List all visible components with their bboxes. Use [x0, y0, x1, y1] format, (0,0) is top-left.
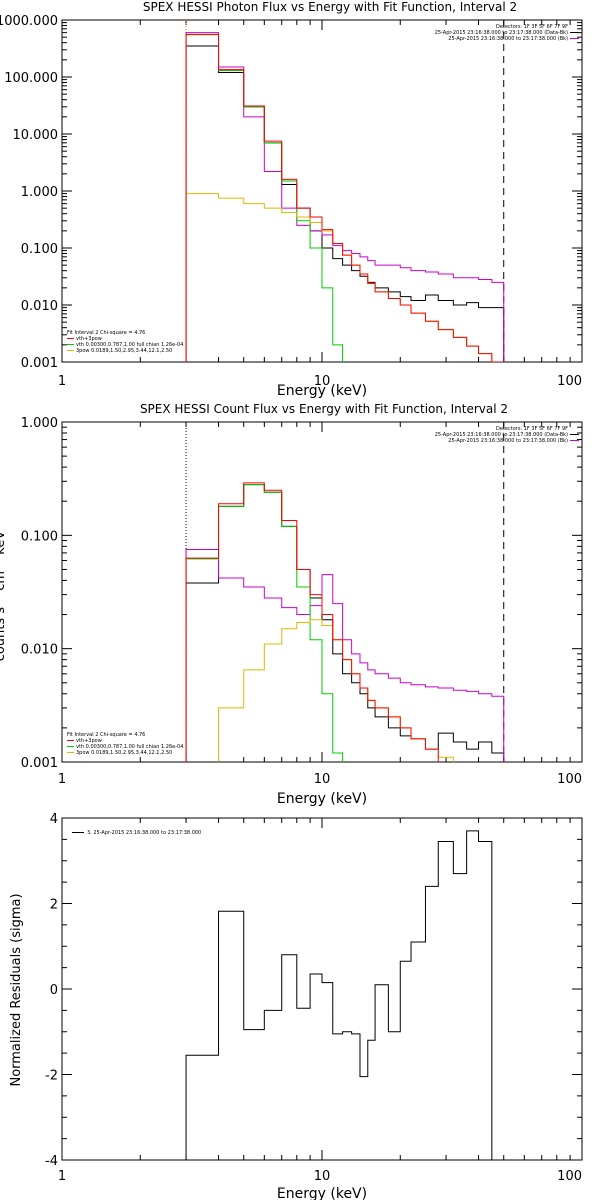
count-legend-entry: 25-Apr-2015 23:16:38.000 to 23:17:38.000…: [448, 438, 568, 444]
photon-fit-legend-entry: Fit Interval 2 Chi-square = 4.76: [67, 330, 145, 336]
count-xtick-1: 1: [58, 772, 66, 787]
residual-ytick-label: -2: [45, 1069, 58, 1084]
residuals-panel: Energy (keV) 1 10 100 Normalized Residua…: [9, 812, 583, 1200]
photon-ytick-label: 1000.000: [0, 14, 58, 29]
count-flux-xlabel: Energy (keV): [277, 791, 367, 807]
photon-fit-legend-entry: 3pow 0.0189,1.50,2.95,3.44,12.1,2.50: [76, 348, 172, 354]
count-xtick-100: 100: [557, 772, 582, 787]
photon-series-data-bk: [185, 45, 505, 362]
count-fit-legend-entry: Fit Interval 2 Chi-square = 4.76: [67, 732, 145, 738]
photon-fit-legend-entry: vth 0.00300,0.787,1.00 full chian 1.26e-…: [76, 342, 183, 348]
count-flux-ylabel: counts s⁻¹ cm⁻² keV⁻¹: [0, 519, 8, 662]
count-fit-legend-entry: 3pow 0.0189,1.50,2.95,3.44,12.1,2.50: [76, 750, 172, 756]
photon-flux-xlabel: Energy (keV): [277, 383, 367, 399]
photon-legend-entry: Detectors: 1F 3F 5F 6F 7F 9F: [496, 24, 568, 30]
count-xtick-10: 10: [314, 772, 331, 787]
residual-ytick-label: 4: [50, 812, 58, 827]
photon-ytick-label: 1.000: [21, 185, 58, 200]
residual-ytick-label: 2: [50, 898, 58, 913]
count-series-bk: [185, 548, 505, 762]
residual-ytick-label: -4: [45, 1154, 58, 1169]
count-legend-entry: 25-Apr-2015 23:16:38.000 to 23:17:38.000…: [435, 432, 568, 438]
photon-legend-entry: 25-Apr-2015 23:16:38.000 to 23:17:38.000…: [435, 30, 568, 36]
count-fit-legend-entry: vth+3pow: [76, 738, 102, 744]
count-series-vth-3pow: [185, 482, 439, 762]
photon-fit-legend-entry: vth+3pow: [76, 336, 102, 342]
residual-xtick-10: 10: [314, 1169, 331, 1184]
count-series-vth: [185, 484, 344, 762]
residual-xtick-100: 100: [557, 1169, 582, 1184]
count-ytick-label: 0.100: [21, 529, 58, 544]
residual-legend-entry: 3, 25-Apr-2015 23:16:38.000 to 23:17:38.…: [87, 830, 201, 836]
photon-xtick-1: 1: [58, 374, 66, 389]
photon-ytick-label: 100.000: [4, 71, 58, 86]
residual-xtick-1: 1: [58, 1169, 66, 1184]
count-flux-panel: SPEX HESSI Count Flux vs Energy with Fit…: [0, 402, 583, 807]
residual-series-residuals: [185, 830, 505, 1160]
photon-legend-entry: 25-Apr-2015 23:16:38.000 to 23:17:38.000…: [448, 36, 568, 42]
photon-xtick-10: 10: [314, 374, 331, 389]
photon-ytick-label: 0.001: [21, 356, 58, 371]
photon-flux-title: SPEX HESSI Photon Flux vs Energy with Fi…: [143, 0, 517, 14]
count-flux-title: SPEX HESSI Count Flux vs Energy with Fit…: [140, 402, 508, 416]
count-ytick-label: 0.010: [21, 643, 58, 658]
photon-series-vth-3pow: [185, 33, 505, 362]
residuals-ylabel: Normalized Residuals (sigma): [9, 893, 24, 1086]
count-legend-entry: Detectors: 1F 3F 5F 6F 7F 9F: [496, 426, 568, 432]
photon-series-bk: [185, 32, 505, 362]
residual-ytick-label: 0: [50, 983, 58, 998]
photon-ytick-label: 0.100: [21, 242, 58, 257]
count-ytick-label: 0.001: [21, 756, 58, 771]
residual-plot-frame: [61, 817, 583, 1161]
count-fit-legend-entry: vth 0.00300,0.787,1.00 full chian 1.26e-…: [76, 744, 183, 750]
photon-xtick-100: 100: [557, 374, 582, 389]
photon-ytick-label: 10.000: [13, 128, 59, 143]
residuals-xlabel: Energy (keV): [277, 1186, 367, 1200]
photon-flux-panel: SPEX HESSI Photon Flux vs Energy with Fi…: [0, 0, 583, 399]
count-ytick-label: 1.000: [21, 416, 58, 431]
photon-ytick-label: 0.010: [21, 299, 58, 314]
count-series-data-bk: [185, 484, 505, 762]
photon-series-vth: [185, 34, 344, 362]
